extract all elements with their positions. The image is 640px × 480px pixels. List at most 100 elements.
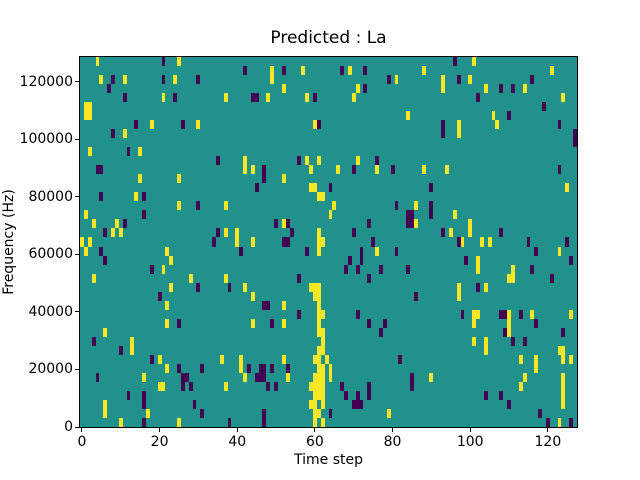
heatmap-cell-high — [476, 256, 480, 265]
heatmap-cell-high — [472, 319, 476, 328]
heatmap-cell-low — [247, 364, 251, 373]
heatmap-cell-high — [88, 237, 92, 247]
heatmap-cell-high — [414, 219, 418, 228]
heatmap-cell-low — [255, 373, 259, 382]
heatmap-cell-high — [317, 382, 321, 391]
x-tick-mark — [392, 428, 394, 432]
heatmap-cell-low — [410, 382, 414, 391]
heatmap-cell-high — [317, 319, 321, 328]
heatmap-cell-low — [441, 129, 445, 138]
heatmap-cell-low — [212, 237, 216, 247]
heatmap-cell-low — [297, 310, 301, 319]
x-tick-label: 0 — [77, 434, 87, 450]
heatmap-cell-high — [445, 165, 449, 174]
heatmap-cell-high — [123, 129, 127, 138]
heatmap-cell-low — [270, 319, 274, 328]
heatmap-cell-low — [429, 201, 433, 210]
heatmap-cell-high — [457, 283, 461, 292]
heatmap-cell-high — [162, 265, 165, 274]
heatmap-cell-low — [503, 310, 507, 319]
heatmap-cell-high — [80, 237, 84, 247]
heatmap-cell-high — [165, 364, 169, 373]
y-tick-mark — [75, 81, 79, 83]
heatmap-cell-low — [262, 409, 266, 418]
heatmap-cell-low — [360, 247, 363, 256]
heatmap-cell-high — [282, 355, 286, 364]
heatmap-cell-high — [317, 391, 321, 400]
heatmap-cell-high — [356, 84, 360, 93]
heatmap-cell-low — [329, 409, 332, 418]
heatmap-cell-low — [297, 156, 301, 165]
heatmap-cell-low — [527, 237, 530, 247]
y-tick-label: 100000 — [19, 131, 73, 148]
heatmap-cell-high — [103, 409, 107, 418]
heatmap-cell-low — [216, 156, 220, 165]
heatmap-cell-high — [305, 93, 309, 102]
x-tick-label: 20 — [150, 434, 169, 450]
heatmap-cell-low — [123, 93, 127, 102]
heatmap-cell-high — [476, 310, 480, 319]
heatmap-cell-high — [313, 292, 317, 301]
heatmap-cell-high — [115, 219, 119, 228]
heatmap-cell-high — [511, 265, 515, 274]
heatmap-cell-high — [119, 418, 123, 427]
heatmap-cell-high — [162, 93, 165, 102]
heatmap-cell-high — [317, 301, 321, 310]
heatmap-cell-high — [317, 364, 321, 373]
heatmap-cell-low — [196, 201, 200, 210]
heatmap-cell-low — [523, 337, 527, 346]
heatmap-cell-low — [282, 237, 286, 247]
y-tick-mark — [75, 368, 79, 370]
heatmap-cell-high — [317, 346, 321, 355]
heatmap-cell-high — [352, 93, 356, 102]
x-tick-label: 120 — [534, 434, 562, 450]
y-tick-label: 120000 — [19, 73, 73, 90]
heatmap-cell-high — [321, 337, 325, 346]
heatmap-cell-high — [270, 75, 274, 84]
y-tick-mark — [75, 196, 79, 198]
heatmap-cell-low — [329, 183, 332, 192]
heatmap-cell-high — [375, 165, 379, 174]
heatmap-cell-high — [309, 183, 313, 192]
heatmap-cell-low — [142, 391, 146, 400]
heatmap-cell-low — [367, 382, 371, 391]
heatmap-cell-low — [313, 93, 317, 102]
heatmap-cell-high — [92, 274, 96, 283]
heatmap-cell-high — [457, 120, 461, 129]
heatmap-cell-low — [274, 219, 278, 228]
heatmap-cell-high — [84, 210, 88, 219]
heatmap-cell-low — [379, 265, 383, 274]
y-tick-mark — [75, 311, 79, 313]
heatmap-cell-high — [111, 228, 115, 237]
heatmap-cell-high — [472, 57, 476, 66]
heatmap-cell-low — [379, 328, 383, 337]
heatmap-cell-high — [348, 66, 352, 75]
heatmap-cell-high — [169, 283, 173, 292]
heatmap-cell-low — [228, 418, 231, 427]
heatmap-cell-high — [569, 355, 573, 364]
heatmap-cell-high — [239, 355, 243, 364]
heatmap-cell-low — [274, 382, 278, 391]
heatmap-cell-high — [561, 391, 565, 400]
heatmap-cell-high — [134, 192, 138, 201]
heatmap-cell-high — [138, 174, 142, 183]
heatmap-cell-high — [523, 84, 527, 93]
heatmap-cell-high — [484, 84, 488, 93]
heatmap-cell-high — [177, 174, 181, 183]
heatmap-cell-high — [177, 201, 181, 210]
heatmap-cell-low — [546, 418, 550, 427]
heatmap-cell-low — [344, 391, 348, 400]
heatmap-cell-low — [558, 120, 561, 129]
heatmap-cell-high — [313, 283, 317, 292]
heatmap-cell-low — [360, 256, 363, 265]
heatmap-cell-high — [476, 265, 480, 274]
heatmap-cell-low — [239, 247, 243, 256]
heatmap-cell-low — [464, 256, 468, 265]
heatmap-cell-high — [317, 409, 321, 418]
heatmap-cell-low — [127, 147, 130, 156]
heatmap-cell-high — [266, 93, 270, 102]
heatmap-cell-high — [329, 373, 332, 382]
heatmap-cell-high — [177, 57, 181, 66]
heatmap-cell-high — [313, 418, 317, 427]
heatmap-cell-high — [569, 310, 573, 319]
